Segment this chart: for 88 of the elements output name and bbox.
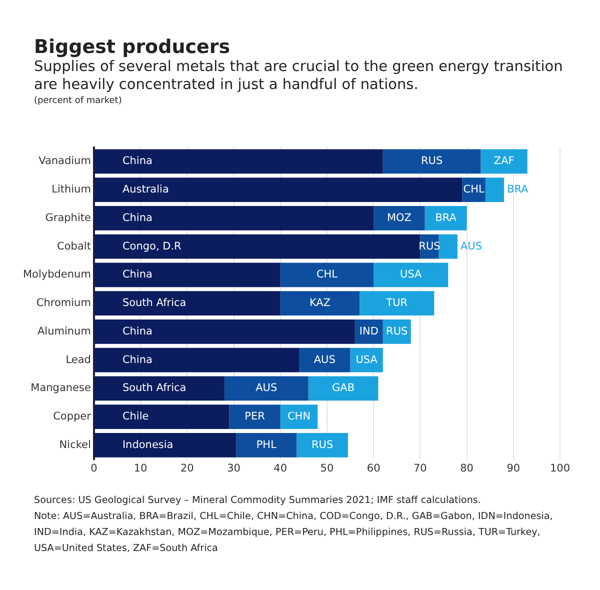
data-label: AUS	[256, 382, 278, 394]
bar	[94, 206, 374, 230]
data-label: CHN	[287, 410, 311, 423]
y-tick-label: Copper	[53, 410, 92, 423]
data-label: AUS	[314, 354, 336, 366]
y-tick-label: Aluminum	[37, 325, 91, 338]
x-tick-label: 20	[180, 462, 194, 474]
bar	[360, 291, 434, 316]
bar	[485, 178, 504, 202]
data-label: China	[122, 268, 152, 281]
data-label: CHL	[463, 184, 484, 196]
bar	[94, 376, 224, 401]
bar	[374, 206, 425, 230]
data-label: RUS	[418, 240, 441, 252]
data-label: IND	[359, 325, 378, 338]
data-label: RUS	[421, 155, 443, 168]
data-label: China	[122, 155, 152, 168]
data-label: BRA	[507, 184, 530, 196]
bar	[94, 234, 420, 259]
bar	[94, 149, 383, 174]
bar	[229, 404, 280, 430]
bar	[94, 320, 355, 344]
bar	[94, 404, 230, 430]
source-note: Sources: US Geological Survey – Mineral Commodity Summaries 2021; IMF staff calculations.	[34, 494, 482, 508]
bar	[280, 404, 318, 430]
data-label: PHL	[256, 438, 277, 451]
data-label: MOZ	[386, 212, 412, 224]
data-label: Congo, D.R	[122, 240, 182, 252]
x-tick-label: 70	[413, 462, 427, 474]
data-label: PER	[244, 410, 265, 423]
data-label: Australia	[122, 184, 169, 196]
bar	[280, 262, 374, 288]
y-tick-label: Nickel	[59, 438, 91, 451]
x-tick-label: 80	[460, 462, 474, 474]
data-label: South Africa	[122, 297, 186, 310]
bar	[382, 149, 481, 174]
bar	[236, 433, 297, 458]
data-label: RUS	[386, 325, 408, 338]
data-label: TUR	[385, 297, 408, 310]
x-tick-label: 0	[90, 462, 98, 474]
data-label: South Africa	[122, 382, 186, 394]
data-label: ZAF	[494, 155, 514, 168]
x-tick-label: 40	[274, 462, 288, 474]
data-label: KAZ	[309, 297, 331, 310]
bar	[424, 206, 467, 230]
x-tick-label: 50	[320, 462, 334, 474]
data-label: USA	[400, 268, 423, 281]
text: Note: AUS=Australia, BRA=Brazil, CHL=Chile, CHN=China, COD=Congo, D.R., GAB=Gabon, IDN=Indonesia, IND=India, KAZ=Kazakhstan, MOZ=Mozambique, PER=Peru, PHL=Philippines, RUS=Russia, TUR=Turkey, USA=United States, ZAF=South Africa	[34, 510, 554, 556]
y-tick-label: Cobalt	[57, 240, 91, 252]
bar	[94, 291, 280, 316]
chart-subtitle: Supplies of several metals that are crucial to the green energy transition are heavily concentrated in just a handful of nations.	[34, 58, 564, 94]
data-label: China	[122, 325, 152, 338]
bar	[224, 376, 308, 401]
y-tick-label: Lead	[66, 354, 91, 366]
x-tick-label: 100	[550, 462, 570, 474]
x-tick-label: 90	[506, 462, 520, 474]
data-label: GAB	[332, 382, 355, 394]
data-label: USA	[356, 354, 378, 366]
x-tick-label: 60	[366, 462, 380, 474]
bar	[296, 433, 348, 458]
bar	[94, 433, 236, 458]
text: (percent of market)	[34, 96, 123, 106]
bar	[308, 376, 378, 401]
bar	[374, 262, 448, 288]
bar	[94, 262, 280, 288]
bar	[299, 348, 350, 372]
y-tick-label: Chromium	[36, 297, 91, 310]
chart-title: Biggest producers	[34, 36, 232, 58]
y-tick-label: Molybdenum	[22, 268, 91, 281]
bar	[280, 291, 360, 316]
y-tick-label: Vanadium	[38, 155, 91, 168]
bar	[480, 149, 528, 174]
x-tick-label: 10	[134, 462, 148, 474]
data-label: BRA	[435, 212, 458, 224]
y-tick-label: Manganese	[30, 382, 91, 394]
data-label: RUS	[311, 438, 334, 451]
y-tick-label: Lithium	[52, 184, 91, 196]
data-label: China	[122, 354, 152, 366]
data-label: Chile	[122, 410, 149, 423]
data-label: CHL	[316, 268, 338, 281]
x-tick-label: 30	[227, 462, 240, 474]
bar	[94, 178, 462, 202]
bar	[438, 234, 458, 259]
data-label: AUS	[460, 240, 482, 252]
data-label: China	[122, 212, 152, 224]
y-tick-label: Graphite	[45, 212, 91, 224]
data-label: Indonesia	[122, 438, 174, 451]
bar	[94, 348, 300, 372]
